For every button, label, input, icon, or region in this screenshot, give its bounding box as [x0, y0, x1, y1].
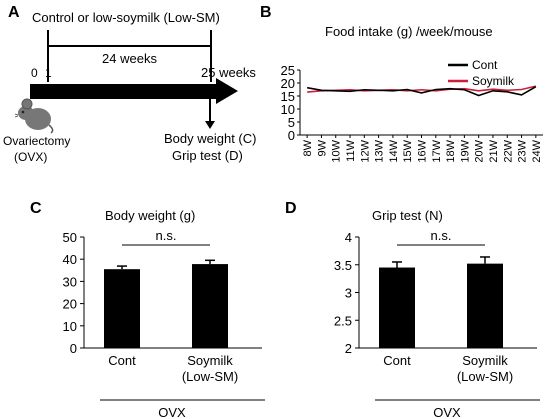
- c-y-tick-label: 40: [63, 252, 77, 267]
- b-x-tick-label: 22W: [502, 139, 514, 162]
- b-x-tick-label: 23W: [517, 139, 529, 162]
- d-y-tick-label: 4: [345, 230, 352, 245]
- b-x-tick-label: 19W: [459, 139, 471, 162]
- c-sig-label: n.s.: [156, 228, 177, 243]
- c-y-tick-label: 20: [63, 297, 77, 312]
- mouse-icon: [14, 98, 54, 134]
- chart-c-title: Body weight (g): [105, 208, 196, 223]
- c-group-label: OVX: [158, 405, 186, 419]
- d-category-label: Soymilk: [462, 353, 508, 368]
- c-y-tick-label: 50: [63, 230, 77, 245]
- tick-end: 25 weeks: [201, 65, 256, 80]
- d-y-tick-label: 3.5: [334, 258, 352, 273]
- panel-d-label: D: [285, 200, 297, 217]
- endpoint-line-2: Grip test (D): [172, 148, 243, 163]
- chart-c-svg: 0 10 20 30 40 50 Cont Soymilk(Low-SM) n.s. OVX: [63, 228, 265, 419]
- tick-one: 1: [45, 66, 52, 80]
- chart-d-title: Grip test (N): [372, 208, 443, 223]
- c-y-tick-label: 0: [70, 341, 77, 356]
- b-x-tick-label: 18W: [445, 139, 457, 162]
- b-y-tick-label: 15: [281, 89, 295, 104]
- tick-zero: 0: [31, 66, 38, 80]
- b-x-tick-label: 17W: [431, 139, 443, 162]
- chart-d-svg: 2 2.5 3 3.5 4 Cont Soymilk(Low-SM) n.s. OVX: [334, 228, 540, 419]
- bracket-left-tick: [47, 30, 49, 82]
- endpoint-line-1: Body weight (C): [164, 131, 257, 146]
- b-x-tick-label: 14W: [388, 139, 400, 162]
- b-y-tick-label: 0: [288, 128, 295, 143]
- d-bar: [467, 263, 503, 348]
- d-group-label: OVX: [433, 405, 461, 419]
- c-category-label: (Low-SM): [182, 369, 238, 384]
- d-bar: [379, 267, 415, 348]
- timeline-arrowhead: [216, 78, 238, 104]
- bracket-right-tick: [210, 30, 212, 82]
- b-x-tick-label: 15W: [402, 139, 414, 162]
- b-y-tick-label: 25: [281, 63, 295, 78]
- b-x-tick-label: 16W: [417, 139, 429, 162]
- c-bar: [192, 264, 228, 348]
- surgery-label-2: (OVX): [14, 150, 48, 164]
- d-y-tick-label: 2: [345, 341, 352, 356]
- b-x-tick-label: 24W: [531, 139, 543, 162]
- b-y-tick-label: 20: [281, 76, 295, 91]
- d-category-label: (Low-SM): [457, 369, 513, 384]
- b-x-tick-label: 8W: [302, 139, 314, 156]
- b-x-tick-label: 20W: [474, 139, 486, 162]
- panel-c-label: C: [30, 200, 42, 217]
- b-x-tick-label: 13W: [374, 139, 386, 162]
- c-y-tick-label: 10: [63, 319, 77, 334]
- d-y-tick-label: 2.5: [334, 313, 352, 328]
- c-y-tick-label: 30: [63, 274, 77, 289]
- legend-label-cont: Cont: [472, 58, 498, 72]
- chart-b-title: Food intake (g) /week/mouse: [325, 24, 493, 39]
- b-x-tick-label: 9W: [316, 139, 328, 156]
- d-sig-label: n.s.: [431, 228, 452, 243]
- bracket-line: [47, 45, 212, 47]
- panel-a-label: A: [8, 4, 20, 21]
- b-y-tick-label: 10: [281, 102, 295, 117]
- b-x-tick-label: 11W: [345, 139, 357, 161]
- c-category-label: Cont: [108, 353, 136, 368]
- group-description: Control or low-soymilk (Low-SM): [32, 10, 220, 25]
- b-x-tick-label: 12W: [359, 139, 371, 162]
- d-category-label: Cont: [383, 353, 411, 368]
- b-series-line-soymilk: [307, 85, 537, 93]
- b-x-tick-label: 21W: [488, 139, 500, 162]
- b-y-tick-label: 5: [288, 115, 295, 130]
- b-x-tick-label: 10W: [331, 139, 343, 162]
- d-y-tick-label: 3: [345, 286, 352, 301]
- panel-b-label: B: [260, 4, 272, 21]
- duration-label: 24 weeks: [102, 51, 157, 66]
- endpoint-arrow-shaft: [209, 99, 211, 123]
- c-bar: [104, 269, 140, 348]
- timeline-bar: [30, 84, 218, 99]
- surgery-label-1: Ovariectomy: [3, 134, 71, 148]
- b-series-line-cont: [307, 85, 537, 97]
- c-category-label: Soymilk: [187, 353, 233, 368]
- legend-label-soymilk: Soymilk: [472, 74, 515, 88]
- endpoint-arrowhead: [205, 121, 215, 129]
